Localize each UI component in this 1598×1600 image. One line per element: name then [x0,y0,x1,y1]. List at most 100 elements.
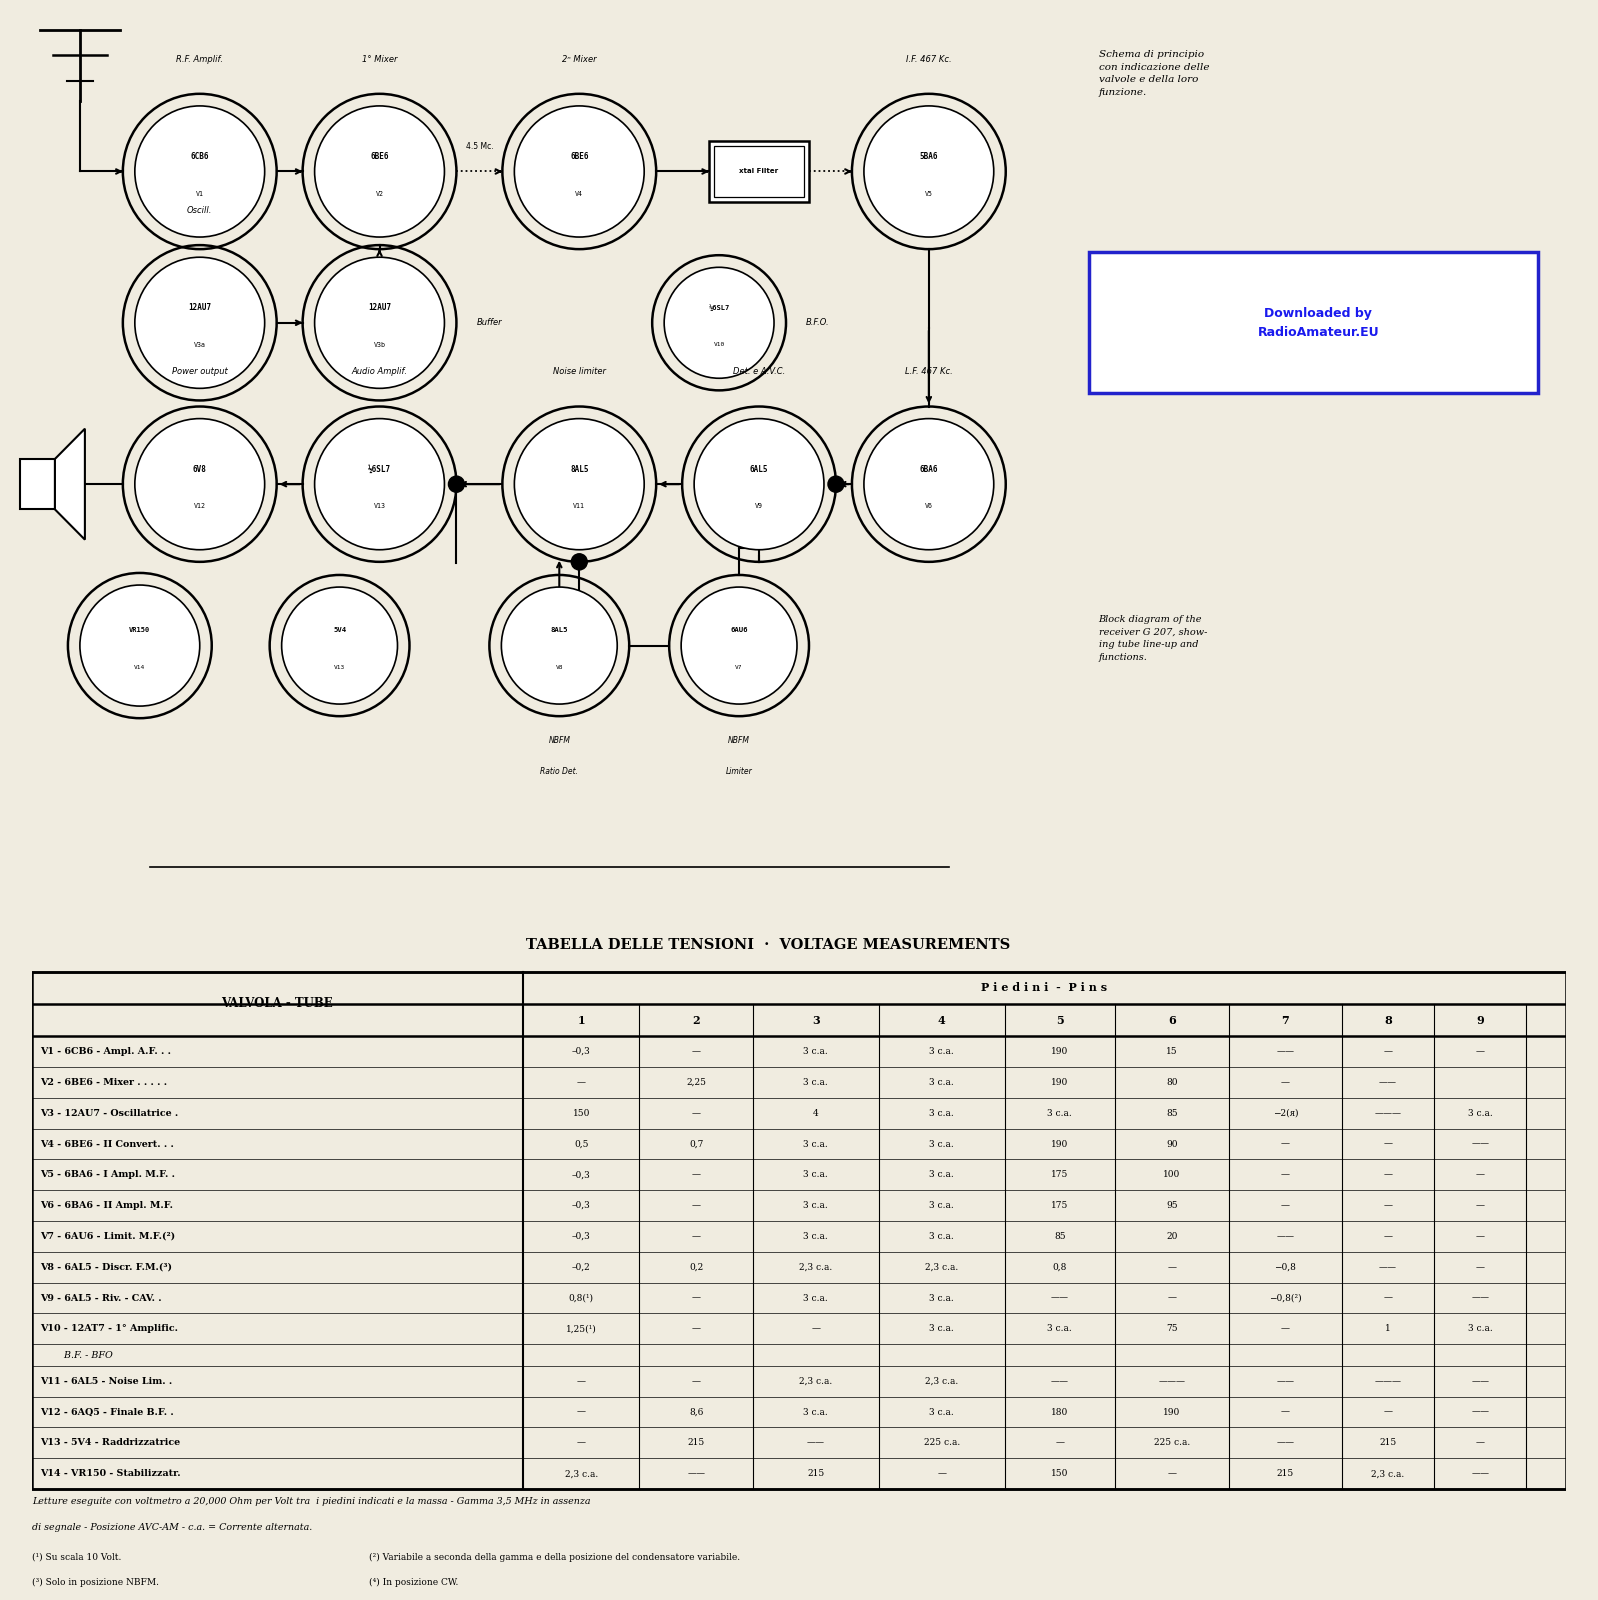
Text: 6BE6: 6BE6 [570,152,588,162]
Text: 9: 9 [1477,1014,1485,1026]
Text: 2ⁿ Mixer: 2ⁿ Mixer [562,54,596,64]
Text: —: — [692,1109,700,1118]
Text: I.F. 467 Kc.: I.F. 467 Kc. [906,54,952,64]
Text: V1: V1 [195,190,205,197]
Text: Audio Amplif.: Audio Amplif. [352,368,407,376]
Text: 4: 4 [813,1109,818,1118]
Text: V5 - 6BA6 - I Ampl. M.F. .: V5 - 6BA6 - I Ampl. M.F. . [40,1170,174,1179]
Text: Buffer: Buffer [476,318,502,328]
Circle shape [315,419,444,550]
Text: 2,25: 2,25 [686,1078,706,1086]
Text: V8 - 6AL5 - Discr. F.M.(³): V8 - 6AL5 - Discr. F.M.(³) [40,1262,171,1272]
Text: 95: 95 [1167,1202,1178,1210]
Text: —: — [1167,1262,1176,1272]
Text: 3 c.a.: 3 c.a. [804,1139,828,1149]
Circle shape [865,419,994,550]
Text: 3 c.a.: 3 c.a. [1047,1109,1072,1118]
Text: —: — [1282,1202,1290,1210]
Text: —: — [1475,1202,1485,1210]
Text: ——: —— [1472,1469,1489,1478]
Text: Oscill.: Oscill. [187,206,213,214]
Text: 7: 7 [1282,1014,1290,1026]
Circle shape [134,258,265,389]
Text: ——: —— [1472,1139,1489,1149]
Text: Noise limiter: Noise limiter [553,368,606,376]
Text: di segnale - Posizione AVC-AM - c.a. = Corrente alternata.: di segnale - Posizione AVC-AM - c.a. = C… [32,1523,312,1531]
Text: −0,8(²): −0,8(²) [1269,1293,1302,1302]
Text: 190: 190 [1051,1078,1069,1086]
Circle shape [449,477,465,493]
Circle shape [134,106,265,237]
Circle shape [865,106,994,237]
Text: —: — [692,1325,700,1333]
Text: 1,25(¹): 1,25(¹) [566,1325,596,1333]
Text: 3 c.a.: 3 c.a. [930,1202,954,1210]
Text: 2,3 c.a.: 2,3 c.a. [799,1376,833,1386]
Text: 5BA6: 5BA6 [919,152,938,162]
Text: 6BA6: 6BA6 [919,464,938,474]
Text: 3 c.a.: 3 c.a. [930,1408,954,1416]
Text: —: — [1384,1046,1392,1056]
Text: 90: 90 [1167,1139,1178,1149]
Text: —: — [1384,1202,1392,1210]
Circle shape [315,258,444,389]
Text: V3a: V3a [193,342,206,347]
Text: ½6SL7: ½6SL7 [368,464,392,474]
Text: 3 c.a.: 3 c.a. [930,1170,954,1179]
Text: 3 c.a.: 3 c.a. [804,1232,828,1242]
Text: V12: V12 [193,504,206,509]
Text: Letture eseguite con voltmetro a 20,000 Ohm per Volt tra  i piedini indicati e l: Letture eseguite con voltmetro a 20,000 … [32,1498,590,1506]
Text: ——: —— [1277,1232,1294,1242]
Circle shape [515,419,644,550]
Text: R.F. Amplif.: R.F. Amplif. [176,54,224,64]
Text: 5V4: 5V4 [332,627,347,634]
Text: 20: 20 [1167,1232,1178,1242]
Circle shape [665,267,773,378]
Circle shape [315,106,444,237]
Text: 15: 15 [1167,1046,1178,1056]
Circle shape [828,477,844,493]
Text: V12 - 6AQ5 - Finale B.F. .: V12 - 6AQ5 - Finale B.F. . [40,1408,173,1416]
Text: 1° Mixer: 1° Mixer [361,54,398,64]
Bar [710,141,809,202]
Text: —: — [1384,1232,1392,1242]
Text: V8: V8 [556,666,562,670]
Text: V3b: V3b [374,342,385,347]
Text: L.F. 467 Kc.: L.F. 467 Kc. [904,368,952,376]
Circle shape [80,586,200,706]
Text: B.F.O.: B.F.O. [805,318,829,328]
Text: ——: —— [1472,1293,1489,1302]
Text: 75: 75 [1167,1325,1178,1333]
Text: 6: 6 [1168,1014,1176,1026]
Text: ———: ——— [1374,1376,1401,1386]
Text: —: — [692,1170,700,1179]
Text: 0,5: 0,5 [574,1139,588,1149]
Text: 6AU6: 6AU6 [730,627,748,634]
Text: 3 c.a.: 3 c.a. [930,1293,954,1302]
Text: —: — [692,1046,700,1056]
Text: 215: 215 [807,1469,825,1478]
Text: 215: 215 [1379,1438,1397,1448]
Text: ———: ——— [1374,1109,1401,1118]
Circle shape [694,419,825,550]
Text: ——: —— [1051,1376,1069,1386]
Text: 3 c.a.: 3 c.a. [804,1293,828,1302]
Text: ———: ——— [1159,1376,1186,1386]
Text: ——: —— [1472,1376,1489,1386]
Text: 80: 80 [1167,1078,1178,1086]
Text: V14 - VR150 - Stabilizzatr.: V14 - VR150 - Stabilizzatr. [40,1469,181,1478]
Text: —: — [577,1376,585,1386]
Text: V11 - 6AL5 - Noise Lim. .: V11 - 6AL5 - Noise Lim. . [40,1376,173,1386]
Text: 215: 215 [1277,1469,1294,1478]
Text: 12AU7: 12AU7 [189,302,211,312]
Text: V7 - 6AU6 - Limit. M.F.(²): V7 - 6AU6 - Limit. M.F.(²) [40,1232,174,1242]
Text: —: — [1282,1325,1290,1333]
Text: —: — [1475,1262,1485,1272]
Text: 2,3 c.a.: 2,3 c.a. [564,1469,598,1478]
Text: ——: —— [1277,1376,1294,1386]
Text: —: — [1282,1170,1290,1179]
Text: —: — [692,1293,700,1302]
Text: V4: V4 [575,190,583,197]
Text: 225 c.a.: 225 c.a. [924,1438,960,1448]
Text: (⁴) In posizione CW.: (⁴) In posizione CW. [369,1578,459,1587]
